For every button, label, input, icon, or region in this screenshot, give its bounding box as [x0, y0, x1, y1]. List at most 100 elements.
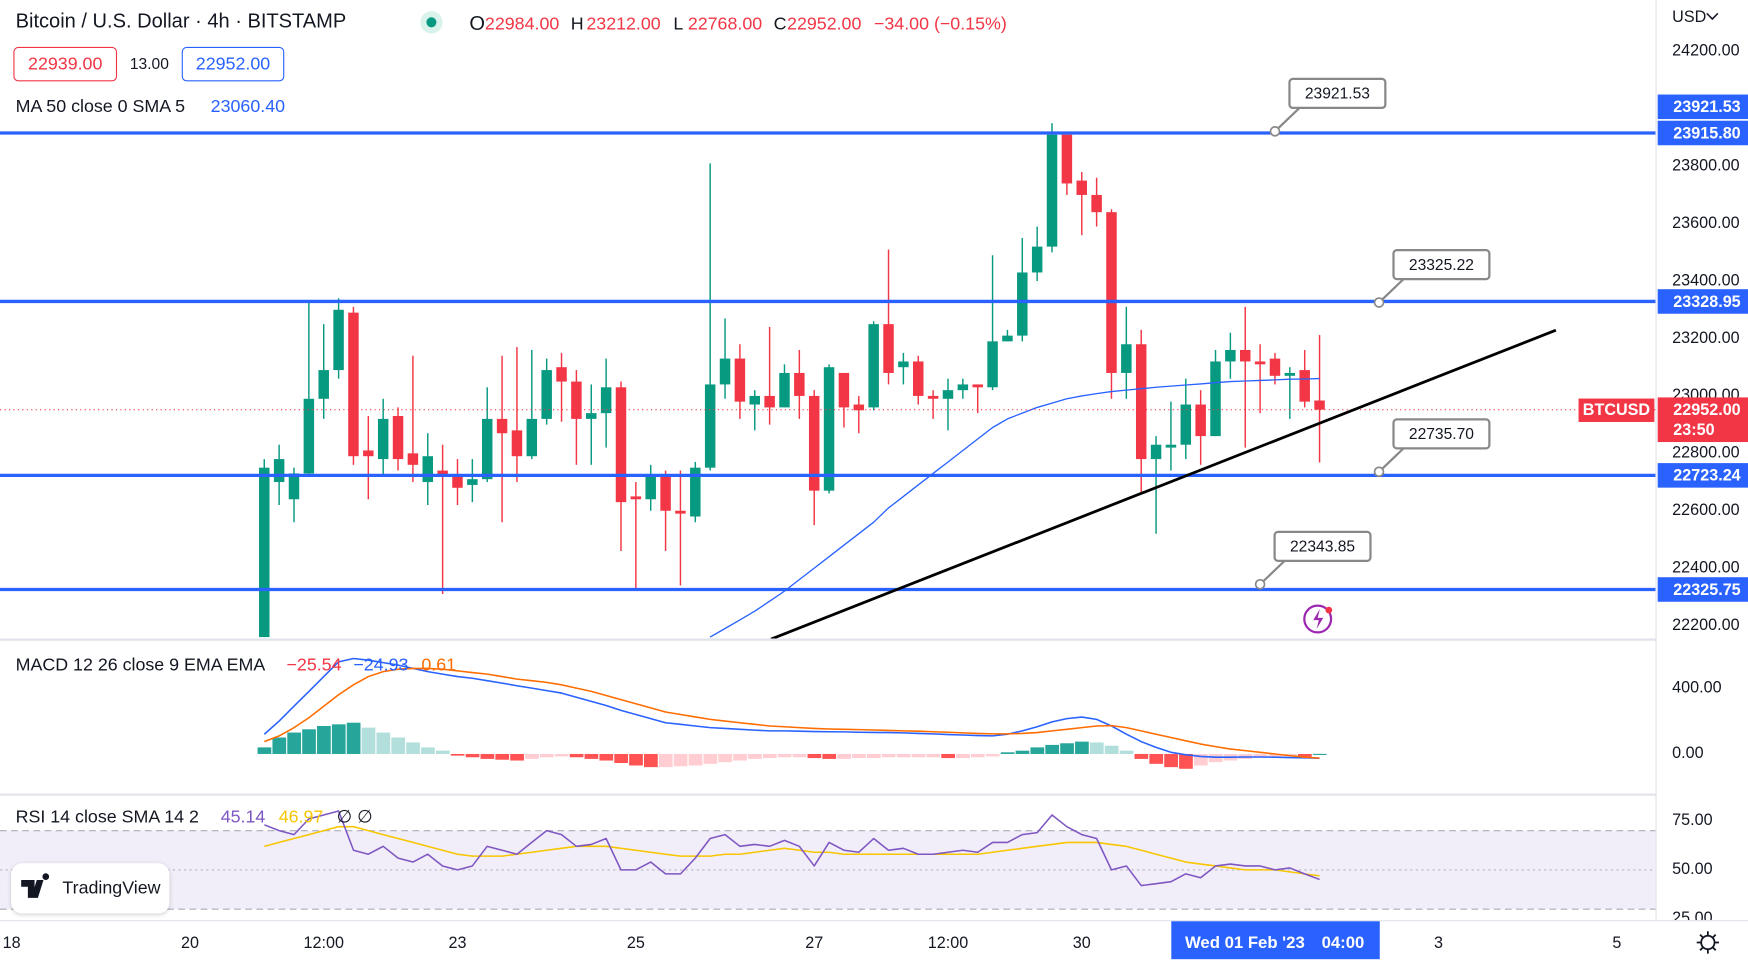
histogram-bar: [554, 753, 569, 757]
crosshair-time-box: [1171, 921, 1380, 960]
time-axis: [0, 920, 1748, 967]
symbol-label: BTCUSD: [1583, 401, 1650, 419]
level-axis-box-label: 23915.80: [1673, 124, 1740, 142]
histogram-legend-value: 0.61: [421, 655, 456, 675]
ohlc-value: 22984.00: [485, 13, 559, 33]
candle-body: [1046, 134, 1058, 247]
candle-body: [1121, 344, 1132, 373]
y-tick-label: 24200.00: [1672, 42, 1739, 60]
callout-anchor: [1254, 578, 1266, 590]
callout-anchor: [1373, 297, 1385, 308]
candle-body: [1269, 358, 1281, 376]
histogram-bar: [1045, 744, 1060, 754]
histogram-bar: [1312, 753, 1327, 755]
bid-box[interactable]: [13, 46, 118, 82]
histogram-bar: [435, 750, 450, 754]
histogram-bar: [302, 729, 316, 754]
candle-body: [288, 473, 300, 500]
candle-body: [422, 456, 434, 483]
histogram-bar: [658, 753, 673, 768]
ohlc-key: H: [571, 13, 584, 33]
candle-body: [972, 384, 983, 388]
last-price-label: 22952.00: [1673, 401, 1740, 419]
histogram-bar: [807, 753, 822, 759]
ask-box[interactable]: [181, 46, 285, 82]
ohlc-value: 22768.00: [688, 13, 762, 33]
rsi-band: [0, 830, 1656, 910]
histogram-bar: [317, 725, 331, 754]
histogram-bar: [985, 753, 1000, 757]
histogram-bar: [644, 753, 658, 768]
callout-label: 23325.22: [1409, 257, 1474, 274]
histogram-bar: [331, 724, 346, 754]
ma-legend: MA 50 close 0 SMA 5: [16, 96, 185, 116]
candle-body: [273, 459, 285, 483]
histogram-bar: [614, 753, 629, 764]
rsi-legend-value: 45.14: [221, 806, 266, 826]
y-tick-label: 0.00: [1672, 744, 1703, 762]
histogram-bar: [733, 753, 747, 761]
histogram-bar: [450, 753, 465, 756]
candle-body: [734, 358, 746, 402]
histogram-bar: [837, 753, 851, 759]
candle-body: [779, 372, 790, 408]
histogram-bar: [257, 747, 272, 754]
rsi-line: [264, 810, 1320, 887]
histogram-bar: [1134, 753, 1149, 759]
histogram-bar: [1164, 753, 1178, 768]
candle-body: [392, 416, 404, 460]
histogram-bar: [1298, 753, 1312, 758]
callout-label: 23921.53: [1305, 86, 1370, 103]
symbol-box: [1578, 398, 1655, 422]
candle-body: [645, 476, 656, 500]
histogram-bar: [866, 753, 881, 759]
histogram-bar: [718, 753, 733, 763]
histogram-bar: [599, 753, 614, 761]
callout-anchor: [1269, 126, 1281, 137]
histogram-bar: [495, 753, 510, 760]
candle-body: [1314, 400, 1325, 410]
candle-body: [481, 418, 493, 480]
callout-tail: [1274, 107, 1301, 133]
histogram-bar: [926, 753, 941, 758]
ma-legend-value: 23060.40: [211, 96, 285, 116]
trend-line: [770, 328, 1557, 640]
price-axis: [1656, 0, 1748, 921]
callout-tail: [1378, 278, 1405, 304]
histogram-bar: [1268, 753, 1282, 757]
candle-body: [1002, 335, 1013, 342]
candle-body: [333, 309, 344, 371]
y-tick-label: 23200.00: [1672, 329, 1739, 347]
candle-body: [496, 418, 508, 434]
macd-legend: MACD 12 26 close 9 EMA EMA: [16, 655, 266, 675]
moving-average: [709, 377, 1320, 638]
histogram-bar: [703, 753, 718, 764]
alert-dot: [1325, 606, 1333, 614]
histogram-bar: [673, 753, 688, 767]
histogram-bar: [1253, 753, 1268, 758]
histogram-bar: [1000, 752, 1015, 754]
annotation-axis-box: [1657, 94, 1748, 120]
callout-label: 22343.85: [1290, 539, 1355, 556]
histogram-bar: [525, 753, 539, 759]
brand-badge[interactable]: [11, 863, 170, 914]
candle-body: [526, 418, 538, 457]
y-tick-label: 22800.00: [1672, 444, 1739, 462]
callout-box: [1392, 249, 1491, 281]
candle-body: [987, 341, 998, 388]
callout-box: [1288, 77, 1387, 110]
y-tick-label: 23400.00: [1672, 271, 1739, 289]
histogram-bar: [569, 753, 584, 758]
histogram-bar: [956, 753, 970, 759]
histogram-bar: [881, 753, 896, 758]
candle-body: [630, 496, 642, 500]
histogram-bar: [391, 737, 406, 754]
callout-anchor: [1373, 466, 1385, 478]
candle-body: [898, 361, 909, 368]
histogram-bar: [896, 753, 911, 758]
x-tick-label: 5: [1612, 934, 1621, 952]
candle-body: [363, 450, 374, 457]
signal-legend-value: −24.93: [353, 655, 408, 675]
x-tick-label: 12:00: [928, 934, 968, 952]
x-tick-label: 23: [449, 934, 467, 952]
